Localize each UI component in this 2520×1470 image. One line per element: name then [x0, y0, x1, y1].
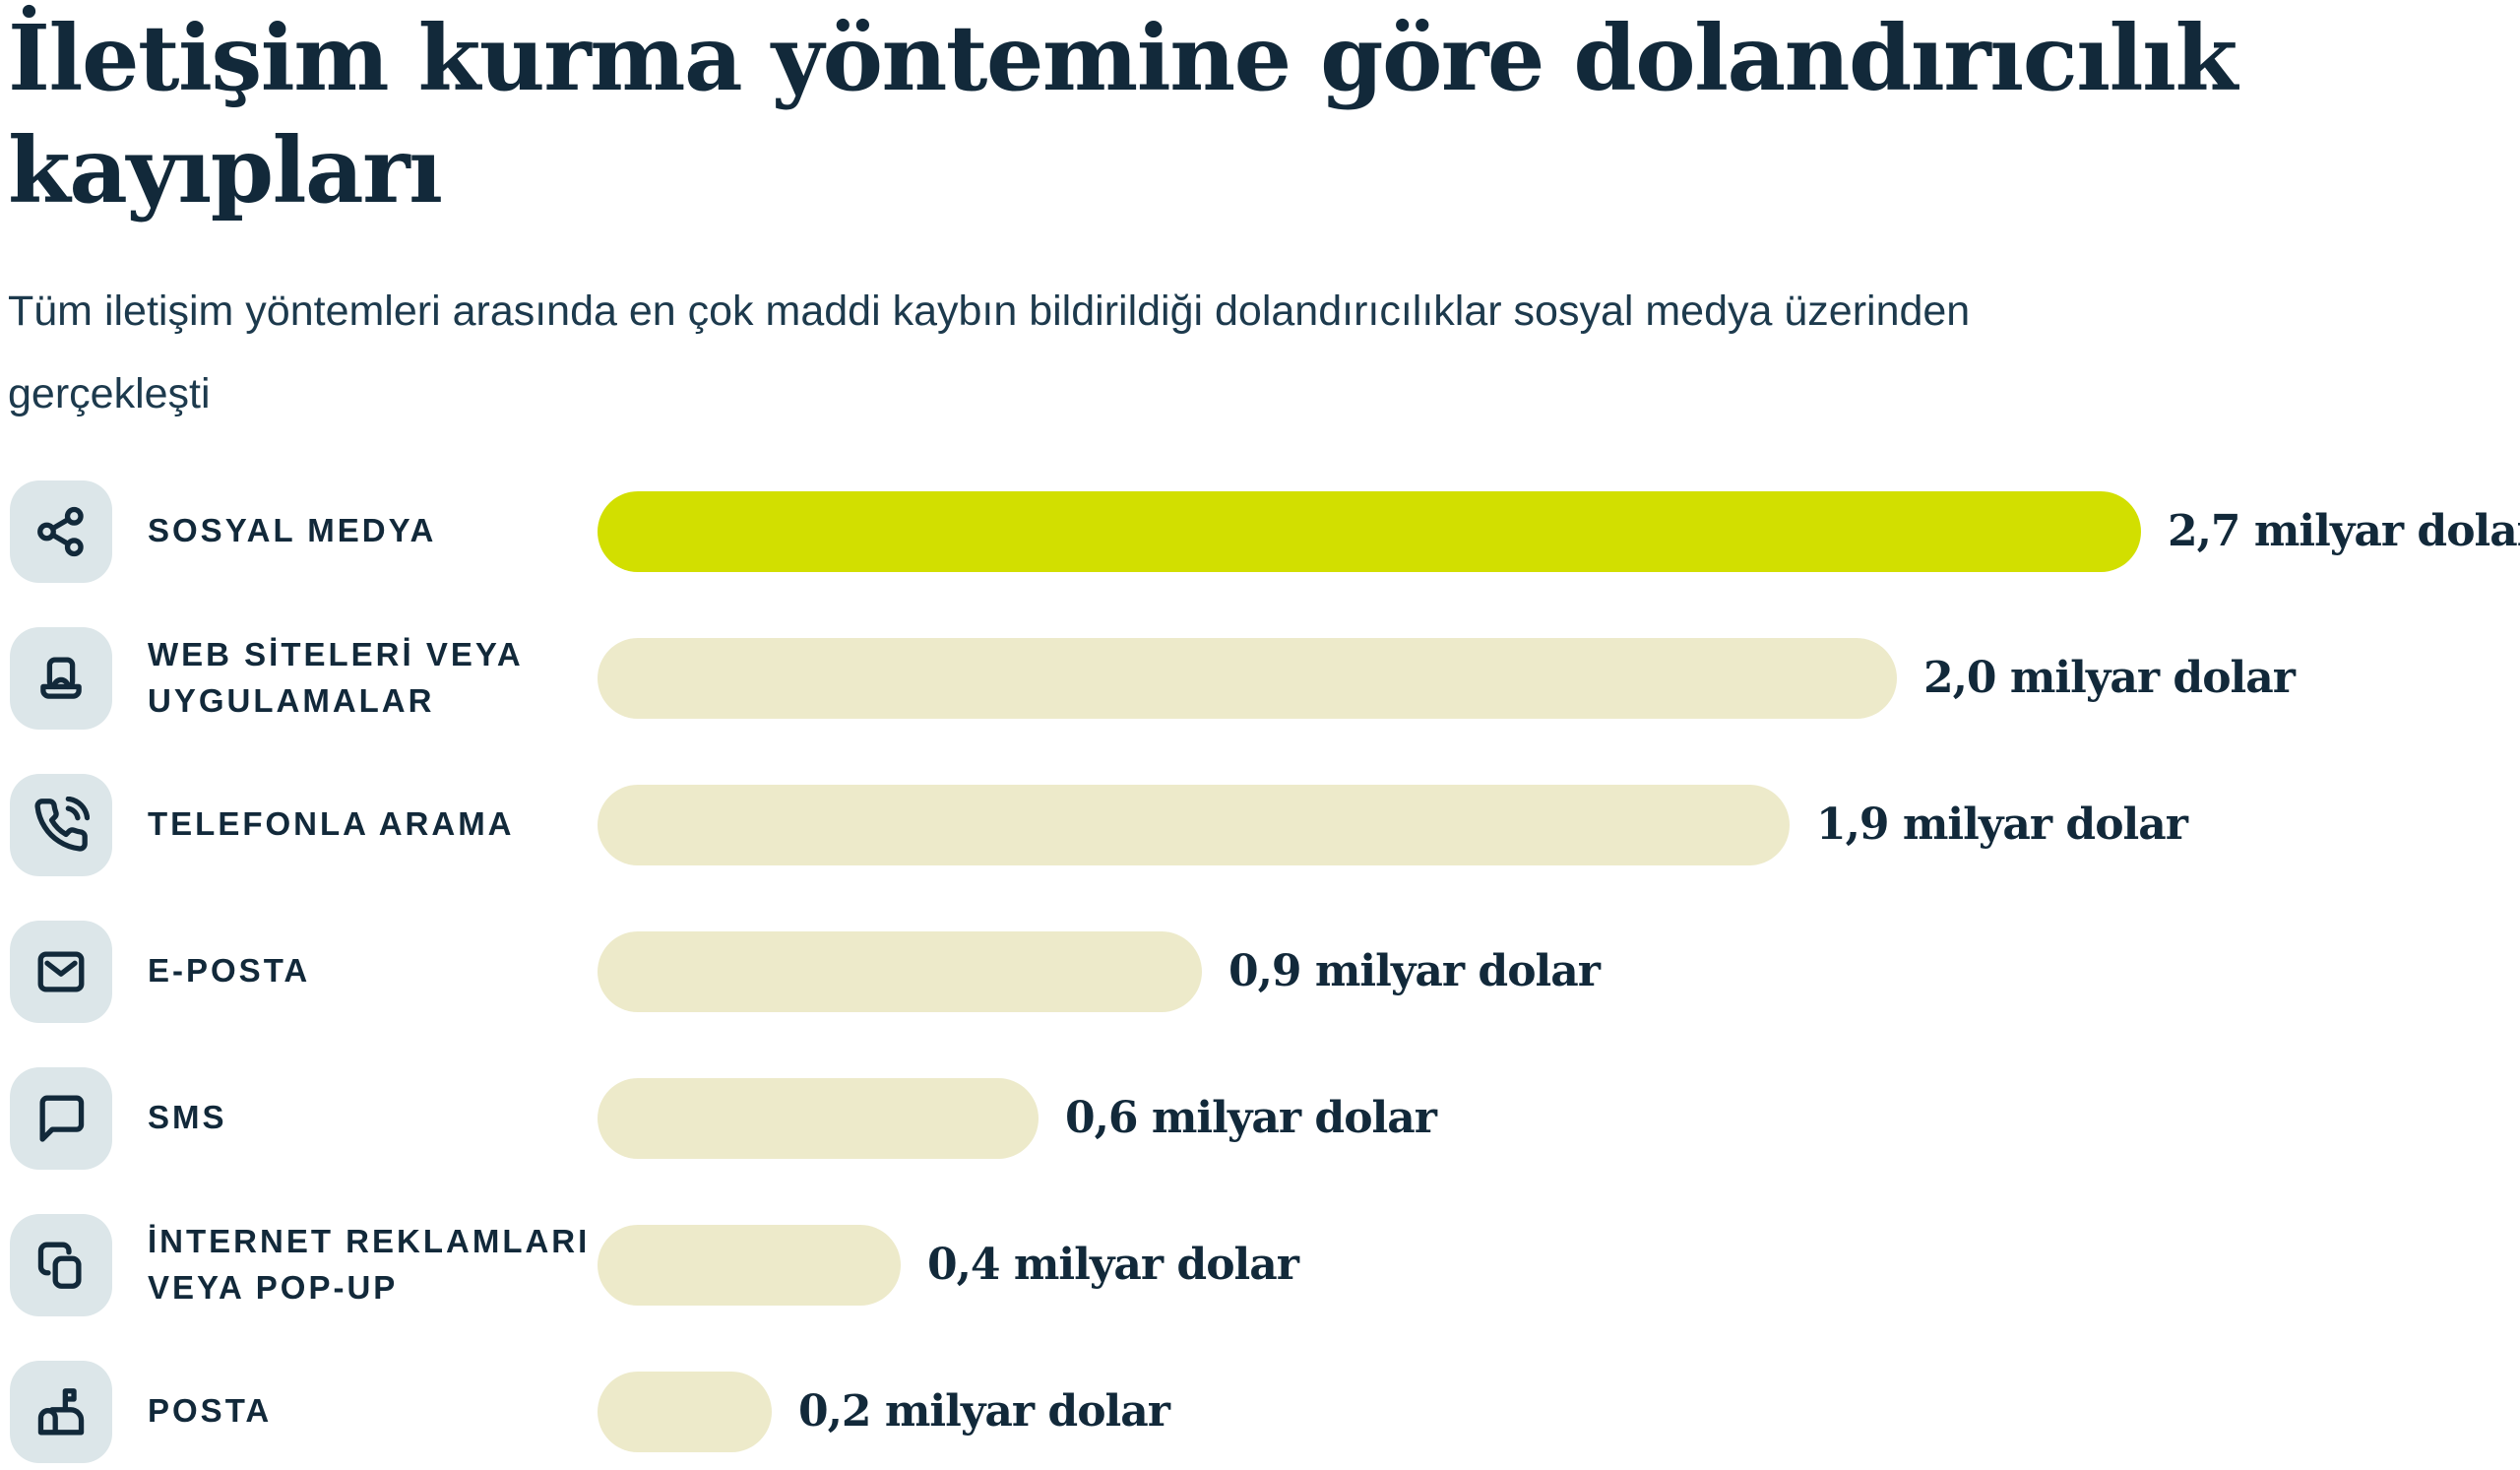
- value-label: 0,9 milyar dolar: [1228, 946, 1601, 996]
- bar-web-siteleri: [598, 637, 1897, 719]
- share-icon: [37, 506, 84, 556]
- bar-wrap: 2,7 milyar dolar: [598, 458, 2520, 605]
- bar-sosyal-medya: [598, 490, 2141, 572]
- value-label: 0,2 milyar dolar: [798, 1386, 1170, 1437]
- bar-internet-reklamlari: [598, 1224, 901, 1306]
- icon-tile: [10, 1360, 112, 1463]
- chart-row-e-posta: E-POSTA 0,9 milyar dolar: [10, 898, 2520, 1045]
- mailbox-icon: [37, 1387, 85, 1435]
- bar-wrap: 0,6 milyar dolar: [598, 1045, 1437, 1191]
- category-label: İNTERNET REKLAMLARI VEYA POP-UP: [148, 1223, 591, 1306]
- chart-row-posta: POSTA 0,2 milyar dolar: [10, 1338, 2520, 1470]
- category-label: SMS: [148, 1099, 227, 1136]
- icon-tile: [10, 626, 112, 730]
- bar-chart: SOSYAL MEDYA 2,7 milyar dolar WEB SİTELE…: [10, 458, 2520, 1470]
- chart-row-telefonla-arama: TELEFONLA ARAMA 1,9 milyar dolar: [10, 751, 2520, 898]
- bar-sms: [598, 1077, 1039, 1159]
- value-label: 1,9 milyar dolar: [1816, 799, 2188, 850]
- icon-tile: [10, 920, 112, 1023]
- category-label: TELEFONLA ARAMA: [148, 805, 515, 843]
- bar-posta: [598, 1371, 772, 1452]
- chart-row-sms: SMS 0,6 milyar dolar: [10, 1045, 2520, 1191]
- popup-windows-icon: [37, 1242, 82, 1289]
- bar-wrap: 0,4 milyar dolar: [598, 1191, 1299, 1338]
- icon-tile: [10, 479, 112, 583]
- value-label: 2,7 milyar dolar: [2168, 506, 2520, 556]
- message-square-icon: [39, 1095, 85, 1142]
- page-subtitle: Tüm iletişim yöntemleri arasında en çok …: [8, 288, 1971, 417]
- bar-wrap: 0,2 milyar dolar: [598, 1338, 1170, 1470]
- bar-wrap: 1,9 milyar dolar: [598, 751, 2188, 898]
- phone-call-icon: [34, 796, 90, 852]
- icon-tile: [10, 1066, 112, 1170]
- value-label: 0,4 milyar dolar: [927, 1240, 1299, 1290]
- page-title: İletişim kurma yöntemine göre dolandırıc…: [8, 5, 2237, 224]
- icon-tile: [10, 1213, 112, 1316]
- laptop-icon: [40, 656, 82, 699]
- value-label: 0,6 milyar dolar: [1065, 1093, 1437, 1143]
- mail-icon: [37, 950, 85, 992]
- value-label: 2,0 milyar dolar: [1923, 653, 2296, 703]
- bar-telefonla-arama: [598, 784, 1790, 865]
- bar-wrap: 0,9 milyar dolar: [598, 898, 1601, 1045]
- bar-e-posta: [598, 930, 1202, 1012]
- category-label: WEB SİTELERİ VEYA UYGULAMALAR: [148, 636, 524, 719]
- chart-row-internet-reklamlari: İNTERNET REKLAMLARI VEYA POP-UP 0,4 mily…: [10, 1191, 2520, 1338]
- category-label: POSTA: [148, 1392, 273, 1430]
- bar-wrap: 2,0 milyar dolar: [598, 605, 2296, 751]
- chart-row-sosyal-medya: SOSYAL MEDYA 2,7 milyar dolar: [10, 458, 2520, 605]
- chart-row-web-siteleri: WEB SİTELERİ VEYA UYGULAMALAR 2,0 milyar…: [10, 605, 2520, 751]
- icon-tile: [10, 773, 112, 876]
- category-label: E-POSTA: [148, 952, 311, 990]
- category-label: SOSYAL MEDYA: [148, 512, 437, 549]
